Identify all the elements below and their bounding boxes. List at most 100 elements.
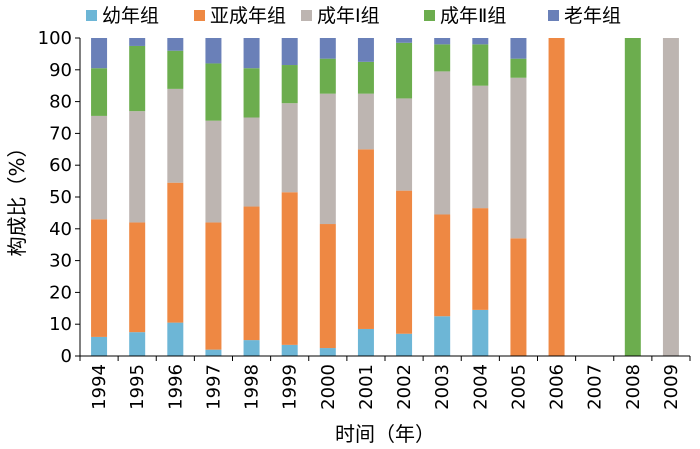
bar-segment (319, 38, 336, 59)
x-tick-label: 2005 (508, 364, 529, 410)
legend-label: 幼年组 (102, 5, 159, 27)
bar-segment (357, 149, 374, 329)
x-tick-label: 1999 (280, 364, 301, 410)
bar-segment (281, 344, 298, 356)
bar-segment (396, 42, 413, 99)
x-tick-label: 2004 (470, 364, 491, 410)
y-tick-label: 20 (49, 282, 72, 303)
bar-segment (167, 38, 184, 51)
bar-segment (91, 115, 108, 220)
y-tick-label: 60 (49, 155, 72, 176)
bar-segment (396, 190, 413, 334)
bar-segment (472, 44, 489, 86)
bar-segment (434, 71, 451, 215)
legend: 幼年组 亚成年组 成年Ⅰ组 成年Ⅱ组 老年组 (86, 5, 621, 27)
bar-segment (243, 206, 260, 341)
bar-segment (91, 219, 108, 337)
y-axis-title: 构成比（%） (5, 137, 29, 256)
y-tick-label: 90 (49, 60, 72, 81)
legend-swatch (301, 10, 312, 21)
legend-label: 老年组 (564, 5, 621, 27)
bar-segment (434, 38, 451, 45)
x-tick-label: 1998 (242, 364, 263, 410)
x-tick-label: 1997 (203, 364, 224, 410)
bar-segment (205, 63, 222, 121)
bar-segment (510, 77, 527, 239)
bar-segment (167, 50, 184, 89)
x-tick-label: 2009 (661, 364, 682, 410)
bar-segment (205, 222, 222, 350)
bar-segment (319, 93, 336, 225)
bar-segment (472, 309, 489, 356)
bar-segment (396, 98, 413, 191)
legend-swatch (194, 10, 205, 21)
x-axis: 1994 1995 1996 1997 1998 1999 2000 2001 2002 2003… (79, 355, 691, 410)
bar-segment (396, 333, 413, 356)
bar-segment (510, 58, 527, 78)
bar-segment (434, 44, 451, 72)
x-tick-label: 2001 (356, 364, 377, 410)
legend-item: 成年Ⅰ组 (301, 5, 380, 27)
x-tick-label: 2008 (623, 364, 644, 410)
y-tick-label: 30 (49, 251, 72, 272)
bar-segment (396, 38, 413, 43)
legend-swatch (86, 10, 97, 21)
x-tick-label: 1996 (165, 364, 186, 410)
bar-segment (357, 328, 374, 356)
bar-segment (357, 93, 374, 150)
bar-segment (548, 38, 565, 356)
bar-segment (205, 38, 222, 64)
bar-segment (205, 120, 222, 223)
bar-segment (510, 238, 527, 356)
bar-segment (243, 38, 260, 69)
bar-segment (662, 38, 679, 356)
x-tick-label: 2000 (318, 364, 339, 410)
bar-segment (510, 38, 527, 59)
bar-segment (357, 38, 374, 62)
legend-item: 成年Ⅱ组 (424, 5, 506, 27)
bar-segment (129, 222, 146, 333)
x-tick-label: 1995 (127, 364, 148, 410)
bar-segment (319, 348, 336, 356)
bar-segment (281, 65, 298, 104)
bar-segment (281, 192, 298, 345)
x-tick-label: 2003 (432, 364, 453, 410)
bar-segment (129, 38, 146, 46)
y-tick-label: 50 (49, 187, 72, 208)
y-tick-label: 100 (38, 28, 72, 49)
bar-segment (319, 58, 336, 94)
bar-segment (243, 68, 260, 118)
bar-segment (434, 214, 451, 317)
x-axis-title: 时间（年） (335, 422, 435, 446)
x-tick-label: 2007 (585, 364, 606, 410)
bar-segment (167, 322, 184, 356)
bar-segment (472, 208, 489, 310)
legend-item: 老年组 (548, 5, 621, 27)
legend-item: 亚成年组 (194, 5, 286, 27)
bar-segment (91, 68, 108, 116)
bar-segment (167, 182, 184, 323)
y-tick-label: 0 (61, 346, 72, 367)
bar-segment (624, 38, 641, 356)
bar-segment (205, 349, 222, 356)
bar-segment (243, 340, 260, 356)
bar-segment (243, 117, 260, 207)
bars-area (91, 38, 679, 356)
legend-item: 幼年组 (86, 5, 159, 27)
bar-segment (129, 332, 146, 356)
x-tick-label: 2002 (394, 364, 415, 410)
legend-label: 成年Ⅰ组 (317, 5, 380, 27)
bar-segment (434, 316, 451, 356)
bar-segment (319, 224, 336, 349)
legend-swatch (424, 10, 435, 21)
legend-label: 亚成年组 (210, 5, 286, 27)
y-tick-label: 70 (49, 123, 72, 144)
y-tick-label: 40 (49, 219, 72, 240)
bar-segment (357, 61, 374, 94)
bar-segment (129, 111, 146, 223)
legend-label: 成年Ⅱ组 (440, 5, 506, 27)
bar-segment (472, 85, 489, 209)
bar-segment (129, 45, 146, 112)
bar-segment (472, 38, 489, 45)
